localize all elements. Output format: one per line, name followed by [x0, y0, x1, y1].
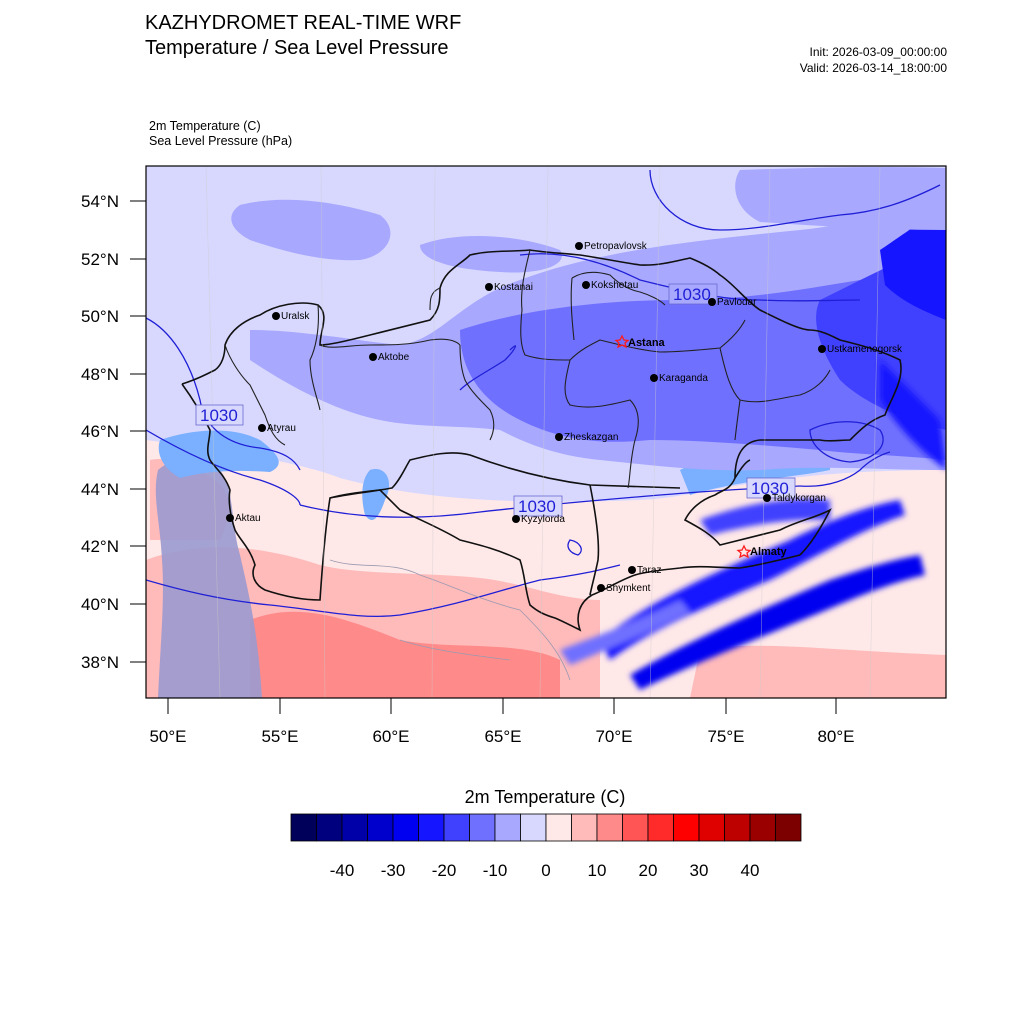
lon-label: 50°E [149, 727, 186, 746]
colorbar-swatch [749, 813, 776, 842]
colorbar-swatch [775, 813, 802, 842]
city-label: Atyrau [267, 423, 296, 434]
lat-label: 50°N [81, 307, 119, 326]
lat-label: 52°N [81, 250, 119, 269]
lat-label: 46°N [81, 422, 119, 441]
lon-label: 70°E [595, 727, 632, 746]
isobar-label: 1030 [518, 497, 556, 516]
city-label: Shymkent [606, 583, 651, 594]
temperature-field-label: 2m Temperature (C) [149, 119, 261, 133]
colorbar-label: 30 [689, 861, 709, 880]
colorbar-swatch [367, 813, 394, 842]
lat-label: 44°N [81, 480, 119, 499]
colorbar-swatch [724, 813, 751, 842]
city-label: Petropavlovsk [584, 241, 648, 252]
colorbar-swatch [290, 813, 317, 842]
city-label: Karaganda [659, 373, 708, 384]
colorbar-swatch [418, 813, 445, 842]
isobar-labels: 1030 1030 1030 1030 [195, 283, 796, 517]
lon-label: 55°E [261, 727, 298, 746]
colorbar-label: -30 [380, 861, 406, 880]
lat-label: 38°N [81, 653, 119, 672]
lon-label: 65°E [484, 727, 521, 746]
temperature-field [146, 166, 946, 698]
lat-ticks [130, 200, 146, 663]
lon-label: 75°E [707, 727, 744, 746]
colorbar-swatch [698, 813, 725, 842]
lat-labels: 54°N 52°N 50°N 48°N 46°N 44°N 42°N 40°N … [81, 192, 119, 672]
lat-label: 42°N [81, 537, 119, 556]
valid-time: Valid: 2026-03-14_18:00:00 [799, 61, 947, 75]
isobar-label: 1030 [673, 285, 711, 304]
run-info: Init: 2026-03-09_00:00:00 Valid: 2026-03… [800, 44, 947, 76]
colorbar-swatch [469, 813, 496, 842]
colorbar-label: 0 [541, 861, 551, 880]
neighbour-borders [329, 559, 571, 681]
capital-star-markers [614, 334, 752, 559]
lat-label: 54°N [81, 192, 119, 211]
lat-label: 40°N [81, 595, 119, 614]
city-label: Kokshetau [591, 280, 638, 291]
city-label: Ustkamenogorsk [827, 344, 903, 355]
colorbar-label: 10 [587, 861, 607, 880]
field-labels: 2m Temperature (C) Sea Level Pressure (h… [149, 119, 292, 149]
city-label: Aktobe [378, 352, 410, 363]
isobar-label: 1030 [751, 479, 789, 498]
colorbar-title: 2m Temperature (C) [464, 787, 626, 807]
oblast-boundaries [224, 249, 831, 489]
chart-title: KAZHYDROMET REAL-TIME WRF [145, 12, 462, 34]
colorbar-label: -20 [431, 861, 457, 880]
colorbar-swatch [392, 813, 419, 842]
lon-label: 60°E [372, 727, 409, 746]
mountain-cold-streaks [560, 360, 946, 690]
colorbar-swatch [571, 813, 598, 842]
colorbar-label: -10 [482, 861, 508, 880]
capital-label: Almaty [750, 546, 788, 558]
city-label: Taldykorgan [772, 493, 826, 504]
init-time: Init: 2026-03-09_00:00:00 [809, 45, 947, 59]
colorbar-swatch [520, 813, 547, 842]
colorbar-swatch [341, 813, 368, 842]
colorbar-label: -40 [329, 861, 355, 880]
colorbar-swatch [622, 813, 649, 842]
star-icon [736, 544, 752, 559]
star-icon [614, 334, 630, 349]
city-markers: Petropavlovsk Kostanai Kokshetau Pavloda… [226, 241, 903, 594]
capital-label: Astana [628, 337, 666, 349]
colorbar-label: 20 [638, 861, 658, 880]
city-label: Kyzylorda [521, 514, 565, 525]
colorbar-swatch [316, 813, 343, 842]
city-label: Pavlodar [717, 297, 757, 308]
city-label: Taraz [637, 565, 661, 576]
city-label: Kostanai [494, 282, 533, 293]
pressure-field-label: Sea Level Pressure (hPa) [149, 134, 293, 148]
colorbar-swatch [673, 813, 700, 842]
colorbar-label: 40 [740, 861, 760, 880]
graticule [205, 166, 881, 698]
city-label: Zheskazgan [564, 432, 618, 443]
colorbar-swatch [596, 813, 623, 842]
lon-labels: 50°E 55°E 60°E 65°E 70°E 75°E 80°E [149, 727, 854, 746]
country-borders [181, 249, 902, 632]
chart-subtitle: Temperature / Sea Level Pressure [145, 37, 449, 59]
colorbar-swatch [545, 813, 572, 842]
lon-label: 80°E [817, 727, 854, 746]
city-label: Aktau [235, 513, 261, 524]
colorbar-swatch [494, 813, 521, 842]
lat-label: 48°N [81, 365, 119, 384]
lon-ticks [167, 698, 837, 714]
isobar-label: 1030 [200, 406, 238, 425]
map-frame [145, 165, 947, 699]
colorbar-swatch [443, 813, 470, 842]
colorbar-swatch [647, 813, 674, 842]
city-label: Uralsk [281, 311, 310, 322]
